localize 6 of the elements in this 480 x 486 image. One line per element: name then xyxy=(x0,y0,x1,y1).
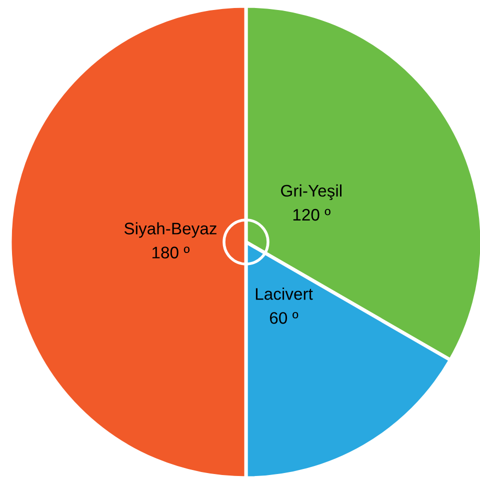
data-label: 60 º xyxy=(270,312,298,324)
data-label: 120 º xyxy=(293,208,330,221)
data-label: 180 º xyxy=(152,246,190,258)
slice-label: Lacivert xyxy=(256,288,313,300)
slice-label: Gri-Yeşil xyxy=(281,184,342,200)
slice-label: Siyah-Beyaz xyxy=(124,222,216,238)
